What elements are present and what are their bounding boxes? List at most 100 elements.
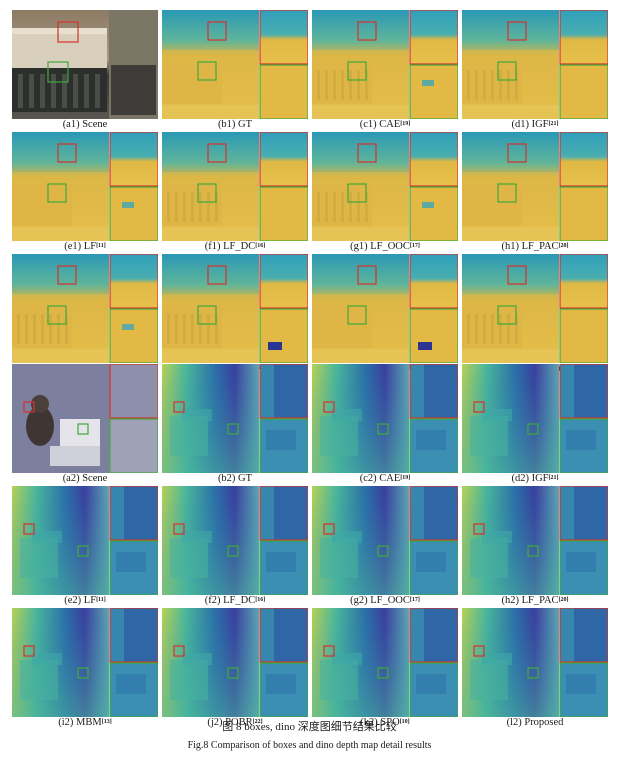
- panel-caption-h2: (h2) LF_PAC[20]: [462, 595, 608, 607]
- citation-ref: [19]: [400, 475, 411, 481]
- dino-figure-grid: (a2) Scene (b2) GT (c2) CAE[19] (d2) IGF[21…: [12, 364, 608, 730]
- citation-ref: [17]: [409, 243, 420, 249]
- citation-ref: [11]: [96, 597, 106, 603]
- panel-label: (j2) POBR: [207, 717, 253, 728]
- depth-map-d1: [462, 10, 608, 119]
- panel-label: (c2) CAE: [359, 473, 401, 484]
- panel-h2: (h2) LF_PAC[20]: [462, 486, 608, 608]
- panel-label: (i2) MBM: [58, 717, 102, 728]
- panel-label: (d2) IGF: [511, 473, 549, 484]
- panel-f1: (f1) LF_DC[16]: [162, 132, 308, 254]
- panel-label: (d1) IGF: [511, 119, 549, 130]
- panel-label: (f2) LF_DC: [204, 595, 256, 606]
- panel-caption-d2: (d2) IGF[21]: [462, 473, 608, 485]
- depth-map-f1: [162, 132, 308, 241]
- dino-row-2: (e2) LF[11] (f2) LF_DC[16] (g2) LF_OOC[17]…: [12, 486, 608, 608]
- panel-label: (f1) LF_DC: [204, 241, 256, 252]
- panel-caption-e1: (e1) LF[11]: [12, 241, 158, 253]
- dino-row-1: (a2) Scene (b2) GT (c2) CAE[19] (d2) IGF[21…: [12, 364, 608, 486]
- panel-j2: (j2) POBR[22]: [162, 608, 308, 730]
- panel-caption-g2: (g2) LF_OOC[17]: [312, 595, 458, 607]
- citation-ref: [16]: [255, 597, 266, 603]
- panel-caption-d1: (d1) IGF[21]: [462, 119, 608, 131]
- panel-label: (a1) Scene: [62, 119, 108, 130]
- panel-caption-a1: (a1) Scene: [12, 119, 158, 131]
- dino-row-3: (i2) MBM[13] (j2) POBR[22] (k2) SPO[10] (l2…: [12, 608, 608, 730]
- panel-l2: (l2) Proposed: [462, 608, 608, 730]
- depth-map-h1: [462, 132, 608, 241]
- boxes-figure-grid: (a1) Scene (b1) GT (c1) CAE[19] (d1) IGF[21…: [12, 10, 608, 376]
- panel-caption-i2: (i2) MBM[13]: [12, 717, 158, 729]
- panel-c2: (c2) CAE[19]: [312, 364, 458, 486]
- panel-g2: (g2) LF_OOC[17]: [312, 486, 458, 608]
- depth-map-k1: [312, 254, 458, 363]
- panel-a2: (a2) Scene: [12, 364, 158, 486]
- depth-map-i1: [12, 254, 158, 363]
- scene-image-a1: [12, 10, 158, 119]
- panel-label: (b1) GT: [217, 119, 253, 130]
- depth-map-k2: [312, 608, 458, 717]
- panel-b1: (b1) GT: [162, 10, 308, 132]
- panel-label: (b2) GT: [217, 473, 253, 484]
- panel-caption-g1: (g1) LF_OOC[17]: [312, 241, 458, 253]
- panel-d2: (d2) IGF[21]: [462, 364, 608, 486]
- panel-caption-f2: (f2) LF_DC[16]: [162, 595, 308, 607]
- citation-ref: [19]: [400, 121, 411, 127]
- panel-h1: (h1) LF_PAC[20]: [462, 132, 608, 254]
- depth-map-j1: [162, 254, 308, 363]
- panel-e1: (e1) LF[11]: [12, 132, 158, 254]
- panel-g1: (g1) LF_OOC[17]: [312, 132, 458, 254]
- depth-map-b2: [162, 364, 308, 473]
- panel-a1: (a1) Scene: [12, 10, 158, 132]
- panel-c1: (c1) CAE[19]: [312, 10, 458, 132]
- citation-ref: [13]: [101, 719, 112, 725]
- depth-map-c1: [312, 10, 458, 119]
- citation-ref: [21]: [548, 475, 559, 481]
- panel-k2: (k2) SPO[10]: [312, 608, 458, 730]
- panel-label: (e2) LF: [64, 595, 97, 606]
- panel-i1: (i1) MBM[13]: [12, 254, 158, 376]
- panel-f2: (f2) LF_DC[16]: [162, 486, 308, 608]
- panel-l1: (l1) Proposed: [462, 254, 608, 376]
- depth-map-e1: [12, 132, 158, 241]
- boxes-row-2: (e1) LF[11] (f1) LF_DC[16] (g1) LF_OOC[17]…: [12, 132, 608, 254]
- panel-label: (a2) Scene: [62, 473, 108, 484]
- panel-caption-c2: (c2) CAE[19]: [312, 473, 458, 485]
- depth-map-b1: [162, 10, 308, 119]
- citation-ref: [11]: [96, 243, 106, 249]
- citation-ref: [21]: [548, 121, 559, 127]
- figure-caption-english: Fig.8 Comparison of boxes and dino depth…: [187, 740, 432, 751]
- panel-label: (c1) CAE: [359, 119, 401, 130]
- panel-caption-k2: (k2) SPO[10]: [312, 717, 458, 729]
- depth-map-h2: [462, 486, 608, 595]
- depth-map-l2: [462, 608, 608, 717]
- boxes-row-3: (i1) MBM[13](j1) POBR[22](k1) SPO[10](l1…: [12, 254, 608, 376]
- panel-caption-e2: (e2) LF[11]: [12, 595, 158, 607]
- panel-caption-h1: (h1) LF_PAC[20]: [462, 241, 608, 253]
- panel-caption-a2: (a2) Scene: [12, 473, 158, 485]
- panel-caption-l2: (l2) Proposed: [462, 717, 608, 729]
- panel-caption-j2: (j2) POBR[22]: [162, 717, 308, 729]
- panel-j1: (j1) POBR[22]: [162, 254, 308, 376]
- panel-label: (l2) Proposed: [506, 717, 564, 728]
- panel-i2: (i2) MBM[13]: [12, 608, 158, 730]
- panel-label: (g1) LF_OOC: [350, 241, 410, 252]
- panel-label: (g2) LF_OOC: [350, 595, 410, 606]
- depth-map-l1: [462, 254, 608, 363]
- panel-label: (h1) LF_PAC: [501, 241, 559, 252]
- depth-map-g2: [312, 486, 458, 595]
- depth-map-g1: [312, 132, 458, 241]
- panel-label: (k2) SPO: [360, 717, 400, 728]
- citation-ref: [22]: [252, 719, 263, 725]
- citation-ref: [20]: [558, 243, 569, 249]
- panel-e2: (e2) LF[11]: [12, 486, 158, 608]
- panel-caption-f1: (f1) LF_DC[16]: [162, 241, 308, 253]
- panel-caption-b2: (b2) GT: [162, 473, 308, 485]
- citation-ref: [10]: [399, 719, 410, 725]
- depth-map-i2: [12, 608, 158, 717]
- depth-map-j2: [162, 608, 308, 717]
- panel-b2: (b2) GT: [162, 364, 308, 486]
- panel-d1: (d1) IGF[21]: [462, 10, 608, 132]
- citation-ref: [20]: [558, 597, 569, 603]
- citation-ref: [16]: [255, 243, 266, 249]
